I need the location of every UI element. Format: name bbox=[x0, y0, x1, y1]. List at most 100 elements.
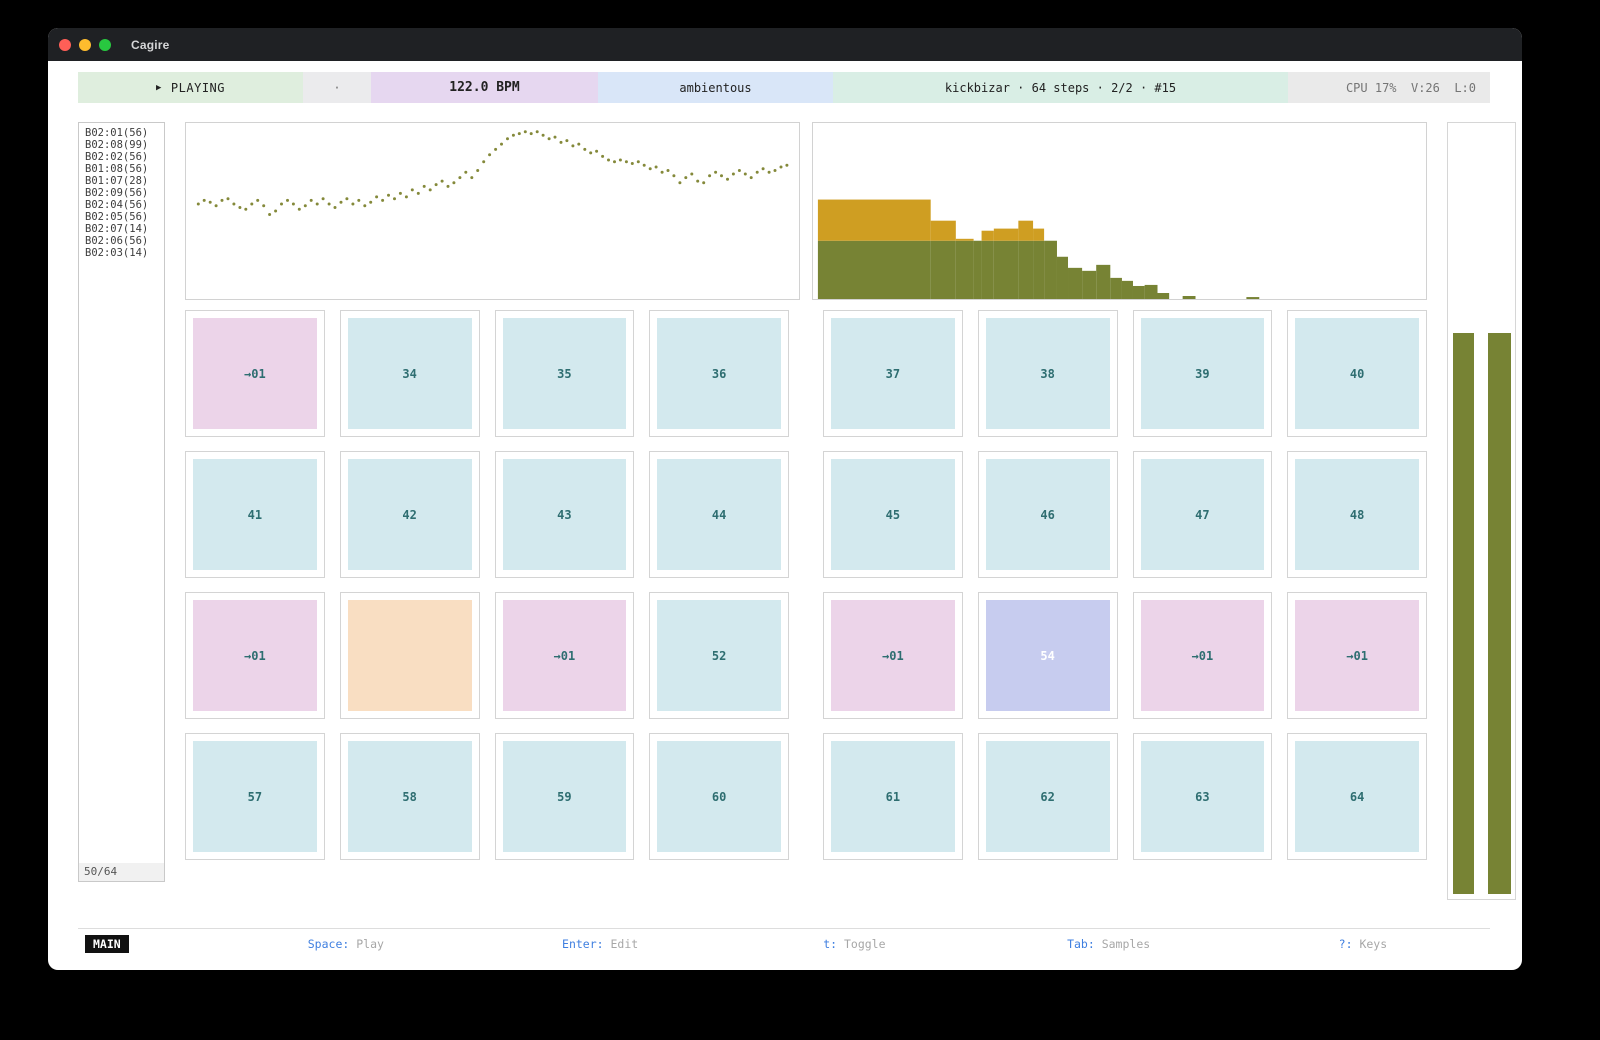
pad-cell-44[interactable]: 44 bbox=[649, 451, 789, 578]
pad-cell-label: →01 bbox=[1295, 600, 1419, 711]
sample-list-item[interactable]: B02:04(56) bbox=[85, 199, 149, 211]
shortcut-play: Space: Play bbox=[219, 937, 473, 951]
sample-list-item[interactable]: B02:07(14) bbox=[85, 223, 149, 235]
pad-cell-label: →01 bbox=[502, 600, 627, 711]
toolbar: ▶ PLAYING · 122.0 BPM ambientous kickbiz… bbox=[78, 72, 1490, 103]
shortcut-key: Tab: bbox=[1067, 937, 1095, 951]
pad-cell-label: 47 bbox=[1140, 459, 1265, 570]
project-name[interactable]: ambientous bbox=[598, 72, 833, 103]
statusbar: MAIN Space: Play Enter: Edit t: Toggle Tab:… bbox=[78, 928, 1490, 953]
histogram-panel bbox=[812, 122, 1427, 300]
toolbar-separator: · bbox=[303, 72, 371, 103]
pad-cell-34[interactable]: 34 bbox=[339, 310, 480, 437]
pad-cell-62[interactable]: 62 bbox=[977, 733, 1118, 860]
pad-cell-64[interactable]: 64 bbox=[1287, 733, 1427, 860]
pad-cell-label: →01 bbox=[831, 600, 955, 711]
pad-cell-label: 52 bbox=[657, 600, 781, 711]
pad-cell-61[interactable]: 61 bbox=[823, 733, 963, 860]
transport-status[interactable]: ▶ PLAYING bbox=[78, 72, 303, 103]
pad-cell-label: →01 bbox=[1140, 600, 1265, 711]
pad-cell-label: 41 bbox=[193, 459, 317, 570]
waveform-panel bbox=[185, 122, 800, 300]
pad-cell-40[interactable]: 40 bbox=[1287, 310, 1427, 437]
pad-cell-60[interactable]: 60 bbox=[649, 733, 789, 860]
shortcut-action: Keys bbox=[1352, 937, 1388, 951]
step-counter: 50/64 bbox=[79, 863, 164, 881]
close-window-button[interactable] bbox=[59, 38, 71, 51]
pad-cell-43[interactable]: 43 bbox=[494, 451, 635, 578]
pad-cell-label: 60 bbox=[657, 741, 781, 852]
sample-list-item[interactable]: B02:05(56) bbox=[85, 211, 149, 223]
pad-cell-label: 42 bbox=[347, 459, 472, 570]
pad-cell-63[interactable]: 63 bbox=[1132, 733, 1273, 860]
pad-cell-59[interactable]: 59 bbox=[494, 733, 635, 860]
zoom-window-button[interactable] bbox=[99, 38, 111, 51]
pad-cell-label: →01 bbox=[193, 318, 317, 429]
sample-list-item[interactable]: B02:01(56) bbox=[85, 127, 149, 139]
histogram-chart bbox=[817, 199, 1260, 299]
pad-cell-38[interactable]: 38 bbox=[977, 310, 1118, 437]
pad-cell-label: 61 bbox=[831, 741, 955, 852]
pad-cell-57[interactable]: 57 bbox=[185, 733, 325, 860]
sample-list-item[interactable]: B01:07(28) bbox=[85, 175, 149, 187]
shortcut-key: ?: bbox=[1338, 937, 1353, 951]
pad-cell-36[interactable]: 36 bbox=[649, 310, 789, 437]
pad-cell-52[interactable]: 52 bbox=[649, 592, 789, 719]
shortcut-keys: ?: Keys bbox=[1236, 937, 1490, 951]
sample-list-item[interactable]: B02:03(14) bbox=[85, 247, 149, 259]
bpm-display[interactable]: 122.0 BPM bbox=[371, 72, 598, 103]
pad-cell-jump01[interactable]: →01 bbox=[1287, 592, 1427, 719]
pad-cell-41[interactable]: 41 bbox=[185, 451, 325, 578]
sample-list-panel: B02:01(56) B02:08(99) B02:02(56) B01:08(56)… bbox=[78, 122, 165, 882]
pad-cell-46[interactable]: 46 bbox=[977, 451, 1118, 578]
pad-cell-jump01[interactable]: →01 bbox=[185, 310, 325, 437]
sample-list-item[interactable]: B02:08(99) bbox=[85, 139, 149, 151]
pad-cell-label: 62 bbox=[985, 741, 1110, 852]
shortcut-key: Space: bbox=[307, 937, 350, 951]
shortcut-action: Samples bbox=[1094, 937, 1151, 951]
pad-cell-jump01[interactable]: →01 bbox=[494, 592, 635, 719]
sample-list-item[interactable]: B02:02(56) bbox=[85, 151, 149, 163]
shortcut-hints: Space: Play Enter: Edit t: Toggle Tab: Samp… bbox=[129, 937, 1490, 951]
pad-cell-label: 40 bbox=[1295, 318, 1419, 429]
pad-cell[interactable] bbox=[339, 592, 480, 719]
pad-cell-jump01[interactable]: →01 bbox=[823, 592, 963, 719]
pad-cell-37[interactable]: 37 bbox=[823, 310, 963, 437]
minimize-window-button[interactable] bbox=[79, 38, 91, 51]
pad-cell-35[interactable]: 35 bbox=[494, 310, 635, 437]
pad-cell-54[interactable]: 54 bbox=[977, 592, 1118, 719]
pad-cell-jump01[interactable]: →01 bbox=[1132, 592, 1273, 719]
sample-list-item[interactable]: B01:08(56) bbox=[85, 163, 149, 175]
pad-cell-label: 43 bbox=[502, 459, 627, 570]
pad-cell-label: 63 bbox=[1140, 741, 1265, 852]
pad-cell-58[interactable]: 58 bbox=[339, 733, 480, 860]
pad-group-spacer bbox=[804, 310, 808, 437]
pad-row: 57 58 59 60 61 62 63 64 bbox=[185, 733, 1427, 860]
pad-row: →01 →01 52 →01 54 →01 →01 bbox=[185, 592, 1427, 719]
level-meter-left bbox=[1453, 332, 1474, 894]
pad-cell-label: 48 bbox=[1295, 459, 1419, 570]
project-name-label: ambientous bbox=[679, 80, 752, 95]
pad-group-spacer bbox=[804, 733, 808, 860]
shortcut-edit: Enter: Edit bbox=[473, 937, 727, 951]
pad-cell-label: 35 bbox=[502, 318, 627, 429]
app-window: Cagire ▶ PLAYING · 122.0 BPM ambientous … bbox=[48, 28, 1522, 970]
sample-list-item[interactable]: B02:06(56) bbox=[85, 235, 149, 247]
level-meter-right bbox=[1488, 332, 1511, 894]
pad-cell-label: 45 bbox=[831, 459, 955, 570]
pad-cell-jump01[interactable]: →01 bbox=[185, 592, 325, 719]
pad-cell-label: 46 bbox=[985, 459, 1110, 570]
pad-cell-39[interactable]: 39 bbox=[1132, 310, 1273, 437]
transport-label: PLAYING bbox=[170, 80, 225, 95]
pad-cell-label: 58 bbox=[347, 741, 472, 852]
bpm-value: 122.0 BPM bbox=[449, 80, 520, 95]
pad-cell-42[interactable]: 42 bbox=[339, 451, 480, 578]
pad-cell-label: →01 bbox=[193, 600, 317, 711]
shortcut-action: Edit bbox=[603, 937, 639, 951]
pad-cell-47[interactable]: 47 bbox=[1132, 451, 1273, 578]
pad-cell-label: 39 bbox=[1140, 318, 1265, 429]
system-stats: CPU 17% V:26 L:0 bbox=[1288, 72, 1490, 103]
pad-cell-48[interactable]: 48 bbox=[1287, 451, 1427, 578]
sample-list-item[interactable]: B02:09(56) bbox=[85, 187, 149, 199]
pad-cell-45[interactable]: 45 bbox=[823, 451, 963, 578]
